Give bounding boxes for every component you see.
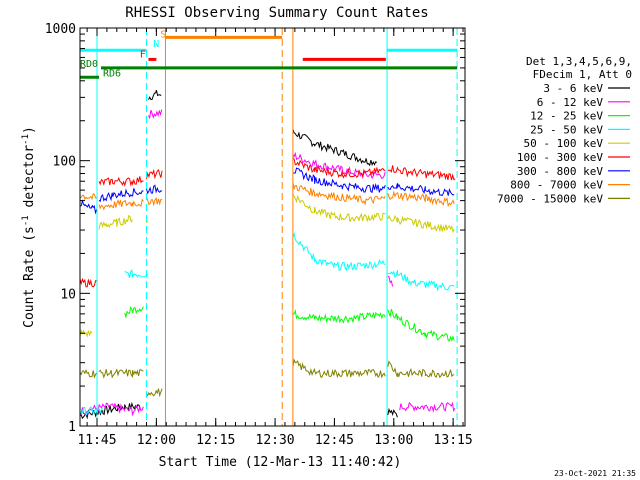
series-trace [80, 193, 97, 201]
series-trace [146, 196, 163, 207]
series-7000-15000-kev [80, 358, 455, 398]
y-tick-label: 100 [53, 155, 76, 170]
legend-label: 25 - 50 keV [530, 123, 603, 136]
series-trace [292, 151, 386, 180]
flag-label-s: S [160, 29, 166, 40]
legend-label: 300 - 800 keV [517, 165, 603, 178]
series-trace [387, 214, 455, 234]
series-trace [80, 277, 97, 288]
y-axis-label: Count Rate (s-1 detector-1) [21, 126, 37, 328]
legend-label: 100 - 300 keV [517, 151, 603, 164]
legend: Det 1,3,4,5,6,9, FDecim 1, Att 0 3 - 6 k… [497, 55, 632, 205]
series-trace [292, 167, 386, 193]
legend-label: 3 - 6 keV [543, 82, 603, 95]
series-trace [399, 401, 456, 413]
chart-title: RHESSI Observing Summary Count Rates [125, 5, 428, 21]
series-800-7000-kev [80, 182, 455, 211]
series-trace [146, 184, 163, 195]
flag-label-n: N [153, 39, 159, 50]
series-50-100-kev [80, 194, 455, 338]
legend-label: 7000 - 15000 keV [497, 192, 603, 205]
series-trace [292, 157, 386, 179]
series-trace [387, 190, 455, 208]
series-3-6-kev [80, 89, 398, 420]
x-tick-label: 12:30 [256, 433, 295, 448]
series-trace [387, 407, 398, 418]
legend-label: 800 - 7000 keV [510, 179, 603, 192]
series-trace [98, 198, 144, 211]
y-tick-label: 1 [68, 420, 76, 435]
series-trace [387, 360, 455, 379]
series-trace [124, 268, 149, 278]
svg-text:Count Rate (s-1 detector-1): Count Rate (s-1 detector-1) [21, 126, 37, 328]
series-trace [387, 165, 456, 181]
series-trace [387, 270, 455, 292]
series-trace [146, 388, 163, 398]
flag-label-rd0: RD0 [80, 59, 98, 70]
legend-label: 6 - 12 keV [537, 96, 604, 109]
y-tick-label: 10 [60, 287, 76, 302]
legend-header-2: FDecim 1, Att 0 [533, 68, 632, 81]
series-trace [80, 368, 98, 379]
legend-label: 12 - 25 keV [530, 110, 603, 123]
x-tick-label: 11:45 [77, 433, 116, 448]
series-trace [80, 199, 98, 215]
x-tick-label: 12:00 [137, 433, 176, 448]
timestamp-stamp: 23-Oct-2021 21:35 [554, 469, 636, 478]
observing-flags-layer: SNF RD0 RD6 [80, 28, 458, 426]
y-axis: 1 10 100 1000 [45, 22, 465, 435]
series-trace [98, 176, 144, 188]
flag-label-rd6: RD6 [103, 69, 121, 80]
series-trace [146, 220, 149, 224]
series-12-25-kev [124, 306, 455, 342]
series-100-300-kev [80, 157, 456, 288]
legend-header-1: Det 1,3,4,5,6,9, [526, 55, 632, 68]
series-trace [292, 194, 386, 222]
series-trace [124, 306, 144, 319]
series-trace [292, 232, 386, 272]
series-trace [148, 109, 163, 120]
series-trace [387, 275, 394, 287]
series-trace [98, 368, 144, 379]
series-trace [98, 188, 144, 203]
series-trace [387, 309, 455, 342]
series-trace [387, 183, 455, 197]
series-25-50-kev [80, 232, 455, 417]
x-axis: 11:45 12:00 12:15 12:30 12:45 13:00 13:15 [77, 28, 473, 448]
legend-label: 50 - 100 keV [524, 137, 604, 150]
flag-label-f: F [140, 49, 146, 60]
series-trace [80, 328, 93, 338]
series-trace [148, 89, 162, 101]
x-tick-label: 13:00 [374, 433, 413, 448]
x-tick-label: 13:15 [434, 433, 473, 448]
x-tick-label: 12:45 [315, 433, 354, 448]
series-trace [292, 128, 378, 167]
series-trace [292, 309, 386, 324]
y-tick-label: 1000 [45, 22, 76, 37]
series-trace [292, 358, 386, 379]
series-trace [292, 182, 386, 206]
plot-frame [79, 27, 466, 427]
series-layer [80, 89, 456, 420]
series-trace [98, 214, 133, 230]
series-trace [146, 168, 163, 180]
series-trace [80, 406, 103, 417]
series-300-800-kev [80, 167, 455, 215]
x-axis-label: Start Time (12-Mar-13 11:40:42) [159, 455, 402, 470]
series-trace [80, 402, 144, 417]
series-6-12-kev [80, 109, 456, 417]
x-tick-label: 12:15 [196, 433, 235, 448]
